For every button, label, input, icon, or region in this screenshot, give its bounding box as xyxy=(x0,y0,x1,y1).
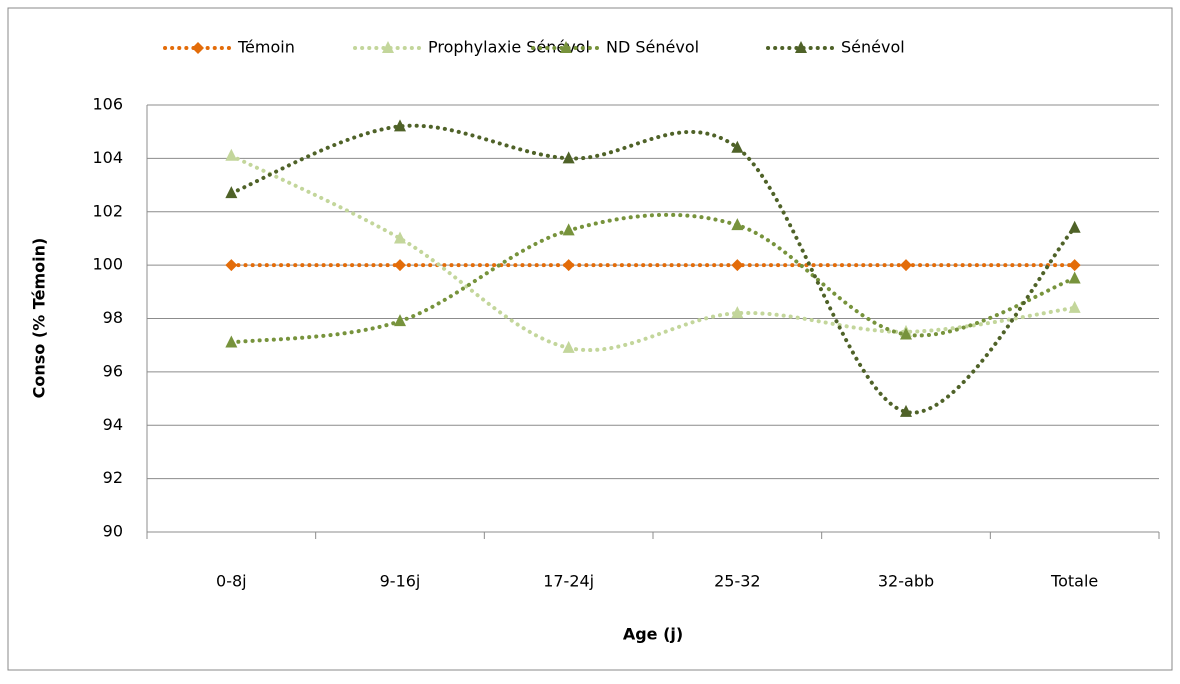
marker xyxy=(1068,300,1081,313)
marker xyxy=(394,259,406,272)
marker xyxy=(225,335,238,348)
x-tick-label: 25-32 xyxy=(714,572,761,591)
x-tick-label: 17-24j xyxy=(543,572,594,591)
x-tick-label: 0-8j xyxy=(216,572,247,591)
marker xyxy=(394,119,406,132)
marker xyxy=(900,259,912,272)
y-tick-label: 90 xyxy=(103,522,123,541)
series-line xyxy=(229,212,1077,345)
marker xyxy=(382,41,394,53)
y-tick-label: 100 xyxy=(92,255,123,274)
marker xyxy=(225,148,238,161)
y-tick-label: 96 xyxy=(103,361,123,380)
marker xyxy=(562,340,575,353)
marker xyxy=(1068,271,1081,284)
marker xyxy=(731,140,744,153)
legend-label: Sénévol xyxy=(841,38,905,57)
marker xyxy=(562,151,575,164)
marker xyxy=(731,306,744,319)
x-axis-title: Age (j) xyxy=(623,625,683,644)
marker xyxy=(1068,220,1081,233)
marker xyxy=(225,186,238,199)
marker xyxy=(731,259,744,272)
marker xyxy=(225,259,238,272)
x-tick-label: Totale xyxy=(1050,572,1098,591)
y-tick-label: 106 xyxy=(92,95,123,114)
marker xyxy=(192,42,204,54)
chart-border xyxy=(7,7,1173,671)
marker xyxy=(900,327,912,340)
y-tick-label: 104 xyxy=(92,148,123,167)
marker xyxy=(562,223,575,236)
marker xyxy=(731,218,744,231)
legend-label: Témoin xyxy=(237,38,295,57)
series-line xyxy=(229,153,1077,352)
marker xyxy=(1068,259,1081,272)
x-tick-label: 9-16j xyxy=(380,572,421,591)
marker xyxy=(394,314,406,327)
y-axis-title: Conso (% Témoin) xyxy=(30,238,49,399)
y-tick-label: 102 xyxy=(92,201,123,220)
marker xyxy=(562,259,575,272)
y-tick-label: 94 xyxy=(103,415,123,434)
marker xyxy=(900,404,912,417)
legend-label: ND Sénévol xyxy=(606,38,699,57)
y-tick-label: 92 xyxy=(103,468,123,487)
x-tick-label: 32-abb xyxy=(878,572,934,591)
y-tick-label: 98 xyxy=(103,308,123,327)
marker xyxy=(560,41,572,53)
legend-label: Prophylaxie Sénévol xyxy=(428,38,590,57)
marker xyxy=(795,41,807,53)
marker xyxy=(394,231,406,244)
